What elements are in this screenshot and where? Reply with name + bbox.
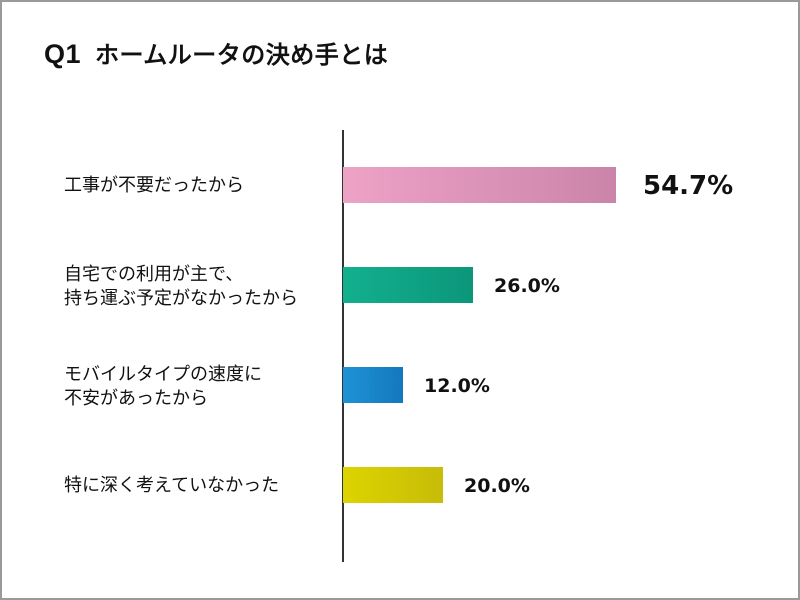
- y-axis-line: [342, 130, 344, 562]
- value-label: 12.0%: [424, 375, 490, 397]
- category-label: 特に深く考えていなかった: [64, 474, 279, 498]
- value-label: 26.0%: [494, 275, 560, 297]
- value-label: 20.0%: [464, 475, 530, 497]
- bar-no-deep-thought: [343, 467, 443, 503]
- bar-home-use: [343, 267, 473, 303]
- label-line: 工事が不要だったから: [64, 175, 244, 196]
- question-number: Q1: [44, 39, 82, 69]
- category-label: モバイルタイプの速度に 不安があったから: [64, 363, 262, 411]
- label-line: 不安があったから: [64, 388, 208, 409]
- label-line: 自宅での利用が主で、: [64, 264, 244, 285]
- label-line: 持ち運ぶ予定がなかったから: [64, 288, 298, 309]
- category-label: 自宅での利用が主で、 持ち運ぶ予定がなかったから: [64, 263, 298, 311]
- title-text: ホームルータの決め手とは: [95, 41, 389, 69]
- category-label: 工事が不要だったから: [64, 174, 244, 198]
- label-line: モバイルタイプの速度に: [64, 364, 262, 385]
- label-line: 特に深く考えていなかった: [64, 475, 280, 496]
- value-label: 54.7%: [643, 171, 734, 201]
- bar-mobile-speed: [343, 367, 403, 403]
- chart-title: Q1 ホームルータの決め手とは: [44, 38, 388, 71]
- bar-no-construction: [343, 167, 616, 203]
